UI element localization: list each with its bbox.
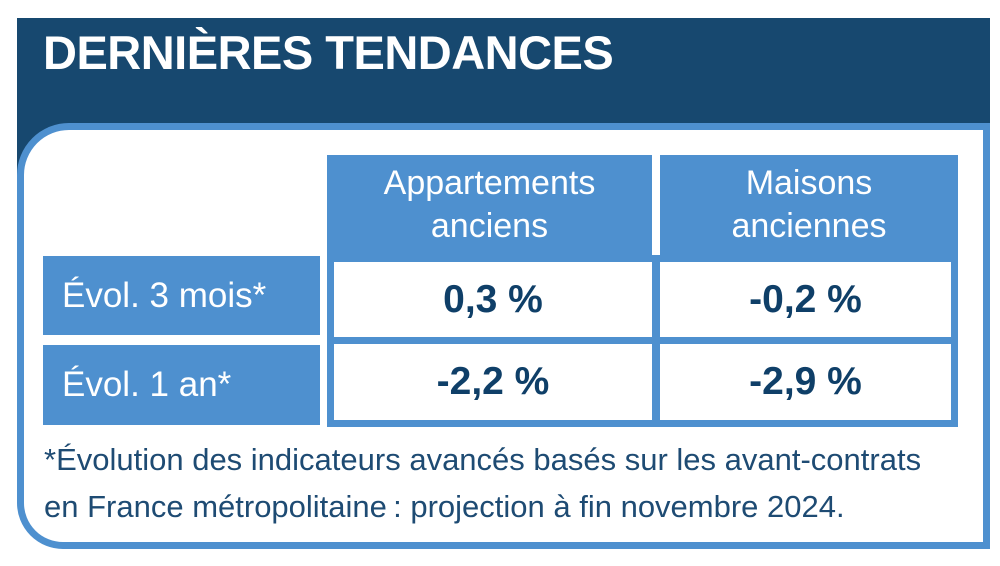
- value-text: -0,2 %: [749, 277, 862, 321]
- footnote: *Évolution des indicateurs avancés basés…: [44, 436, 974, 530]
- column-header-line: Appartements: [383, 164, 596, 202]
- footnote-line-2: en France métropolitaine : projection à …: [44, 489, 845, 524]
- title-band: [17, 18, 990, 124]
- value-text: 0,3 %: [443, 277, 543, 321]
- value-text: -2,9 %: [749, 360, 862, 403]
- value-cell-appartements-3-mois: 0,3 %: [334, 262, 652, 337]
- column-header-line: anciens: [430, 207, 549, 245]
- value-cell-appartements-1-an: -2,2 %: [334, 344, 652, 420]
- column-header-maisons: Maisons anciennes: [660, 155, 958, 255]
- value-cell-maisons-3-mois: -0,2 %: [660, 262, 951, 337]
- column-header-line: anciennes: [731, 207, 887, 245]
- value-cell-maisons-1-an: -2,9 %: [660, 344, 951, 420]
- row-label-evol-3-mois: Évol. 3 mois*: [43, 256, 320, 335]
- header-column-divider: [652, 155, 660, 255]
- card-title: DERNIÈRES TENDANCES: [43, 26, 614, 79]
- value-text: -2,2 %: [436, 360, 550, 403]
- row-label-evol-1-an: Évol. 1 an*: [43, 345, 320, 425]
- column-header-appartements: Appartements anciens: [327, 155, 652, 255]
- row-label-text: Évol. 3 mois*: [62, 275, 267, 315]
- footnote-line-1: *Évolution des indicateurs avancés basés…: [44, 442, 922, 477]
- column-header-line: Maisons: [745, 164, 873, 202]
- row-label-text: Évol. 1 an*: [62, 365, 232, 404]
